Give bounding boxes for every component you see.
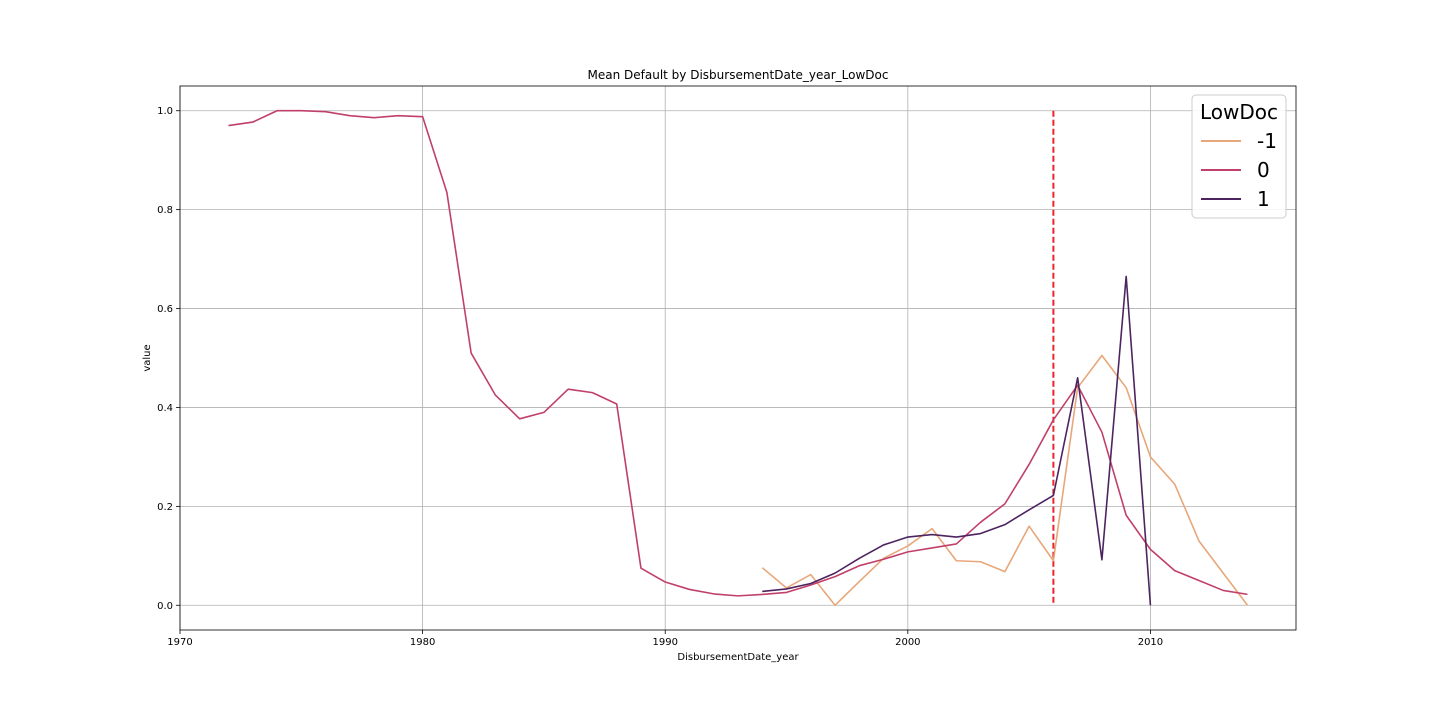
x-tick-label: 1990 bbox=[652, 637, 677, 648]
y-tick-label: 0.6 bbox=[157, 304, 173, 315]
y-tick-label: 0.4 bbox=[157, 403, 173, 414]
plot-frame bbox=[179, 85, 1297, 631]
chart-title: Mean Default by DisbursementDate_year_Lo… bbox=[588, 68, 889, 82]
legend-box bbox=[1191, 94, 1287, 219]
series-line-2 bbox=[228, 109, 1248, 597]
plot-background bbox=[180, 86, 1296, 630]
series-line-3 bbox=[762, 275, 1152, 606]
x-tick-label: 1970 bbox=[167, 637, 192, 648]
x-tick-label: 2000 bbox=[895, 637, 920, 648]
legend-entries: -1 0 1 bbox=[1201, 129, 1277, 211]
legend-title: LowDoc bbox=[1200, 100, 1278, 124]
legend-label: -1 bbox=[1257, 129, 1277, 153]
x-tick-label: 2010 bbox=[1138, 637, 1163, 648]
grid bbox=[179, 86, 1296, 630]
legend-label: 0 bbox=[1257, 158, 1270, 182]
series-line-1 bbox=[761, 354, 1249, 607]
x-tick-label: 1980 bbox=[410, 637, 435, 648]
y-tick-label: 1.0 bbox=[157, 106, 173, 117]
x-axis-label: DisbursementDate_year bbox=[677, 652, 799, 663]
ticks: 1970 1980 1990 2000 2010 0.0 0.2 0.4 0.6 0.8 1.0 bbox=[157, 106, 1163, 648]
series-lines bbox=[228, 109, 1249, 607]
y-tick-label: 0.8 bbox=[157, 205, 173, 216]
y-tick-label: 0.0 bbox=[157, 601, 173, 612]
legend-label: 1 bbox=[1257, 187, 1270, 211]
y-tick-label: 0.2 bbox=[157, 502, 173, 513]
y-axis-label: value bbox=[142, 344, 153, 371]
legend: LowDoc -1 0 1 bbox=[1191, 94, 1287, 219]
